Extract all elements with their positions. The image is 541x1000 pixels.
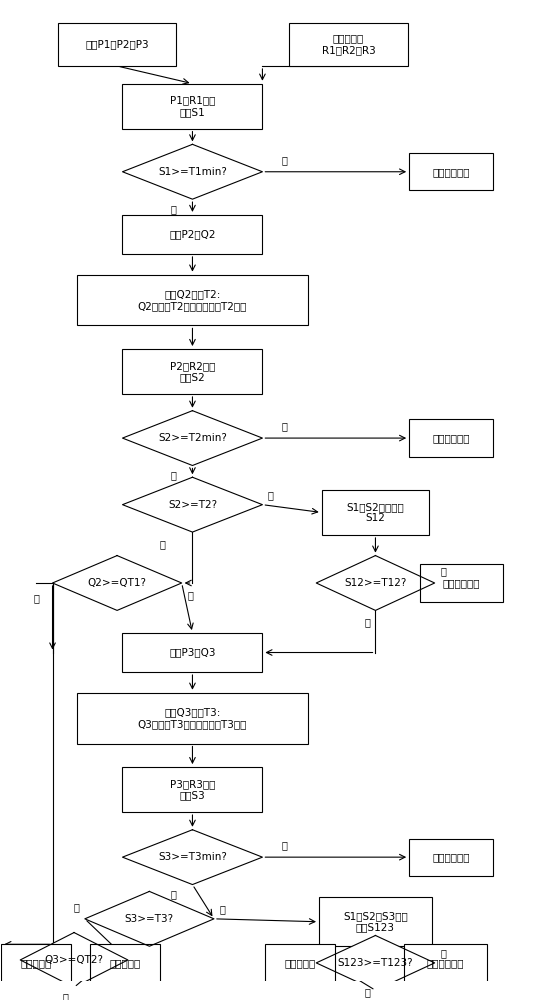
Polygon shape [316,935,434,990]
FancyBboxPatch shape [2,944,71,982]
Text: 结果：通过: 结果：通过 [285,958,316,968]
Text: 根据Q3调整T3:
Q3越高，T3越高；反之，T3越低: 根据Q3调整T3: Q3越高，T3越高；反之，T3越低 [138,707,247,729]
Text: 结果：不通过: 结果：不通过 [427,958,464,968]
Text: P3与R3比对
得到S3: P3与R3比对 得到S3 [170,779,215,800]
FancyBboxPatch shape [265,944,335,982]
Polygon shape [122,144,262,199]
Text: S3>=T3?: S3>=T3? [125,914,174,924]
Text: 计算P3的Q3: 计算P3的Q3 [169,648,216,658]
Text: 结果：不通过: 结果：不通过 [443,578,480,588]
FancyBboxPatch shape [122,349,262,394]
Text: 结果：不通过: 结果：不通过 [432,852,470,862]
Text: 结果：通过: 结果：通过 [21,958,52,968]
Polygon shape [122,830,262,885]
FancyBboxPatch shape [289,23,408,66]
Text: 是: 是 [160,539,166,549]
Text: 获取P1、P2、P3: 获取P1、P2、P3 [85,39,149,49]
Text: 是: 是 [170,204,176,214]
Text: 结果：通过: 结果：通过 [110,958,141,968]
Text: 否: 否 [187,590,193,600]
Text: 是: 是 [170,470,176,480]
FancyBboxPatch shape [404,944,487,982]
FancyBboxPatch shape [77,693,308,744]
Text: 否: 否 [281,155,287,165]
Polygon shape [52,556,182,610]
FancyBboxPatch shape [319,897,432,946]
Text: S3>=T3min?: S3>=T3min? [158,852,227,862]
Text: S2>=T2?: S2>=T2? [168,500,217,510]
Text: S1>=T1min?: S1>=T1min? [158,167,227,177]
Text: 是: 是 [74,902,80,912]
Text: P2与R2比对
得到S2: P2与R2比对 得到S2 [170,361,215,382]
Text: 是: 是 [364,987,370,997]
FancyBboxPatch shape [122,767,262,812]
Text: 否: 否 [440,566,446,576]
FancyBboxPatch shape [122,633,262,672]
FancyBboxPatch shape [90,944,160,982]
Text: 否: 否 [440,948,446,958]
Text: S12>=T12?: S12>=T12? [344,578,407,588]
FancyBboxPatch shape [409,839,492,876]
Text: 否: 否 [281,840,287,850]
Text: 是: 是 [63,992,69,1000]
Text: 是: 是 [364,617,370,627]
Text: S1与S2融合得到
S12: S1与S2融合得到 S12 [347,502,404,523]
FancyBboxPatch shape [58,23,176,66]
Text: 否: 否 [219,904,225,914]
Polygon shape [122,411,262,465]
Text: 是: 是 [170,889,176,899]
FancyBboxPatch shape [322,490,429,535]
Text: 结果：不通过: 结果：不通过 [432,433,470,443]
Polygon shape [20,933,128,987]
Polygon shape [85,891,214,946]
Text: S1、S2、S3融合
得到S123: S1、S2、S3融合 得到S123 [343,911,408,933]
Text: 根据Q2调整T2:
Q2越高，T2越高；反之，T2越低: 根据Q2调整T2: Q2越高，T2越高；反之，T2越低 [138,289,247,311]
Text: 否: 否 [281,421,287,431]
Text: 存储的模板
R1、R2、R3: 存储的模板 R1、R2、R3 [322,34,375,55]
FancyBboxPatch shape [409,419,492,457]
FancyBboxPatch shape [420,564,503,602]
Text: S2>=T2min?: S2>=T2min? [158,433,227,443]
Text: Q2>=QT1?: Q2>=QT1? [88,578,147,588]
Text: P1与R1比对
得到S1: P1与R1比对 得到S1 [170,95,215,117]
Text: 结果：不通过: 结果：不通过 [432,167,470,177]
Text: 否: 否 [268,490,274,500]
Polygon shape [122,477,262,532]
Polygon shape [316,556,434,610]
Text: 是: 是 [33,593,39,603]
FancyBboxPatch shape [409,153,492,190]
Text: Q3>=QT2?: Q3>=QT2? [44,955,103,965]
FancyBboxPatch shape [77,275,308,325]
FancyBboxPatch shape [122,84,262,129]
FancyBboxPatch shape [122,215,262,254]
Text: S123>=T123?: S123>=T123? [338,958,413,968]
Text: 计算P2的Q2: 计算P2的Q2 [169,229,216,239]
